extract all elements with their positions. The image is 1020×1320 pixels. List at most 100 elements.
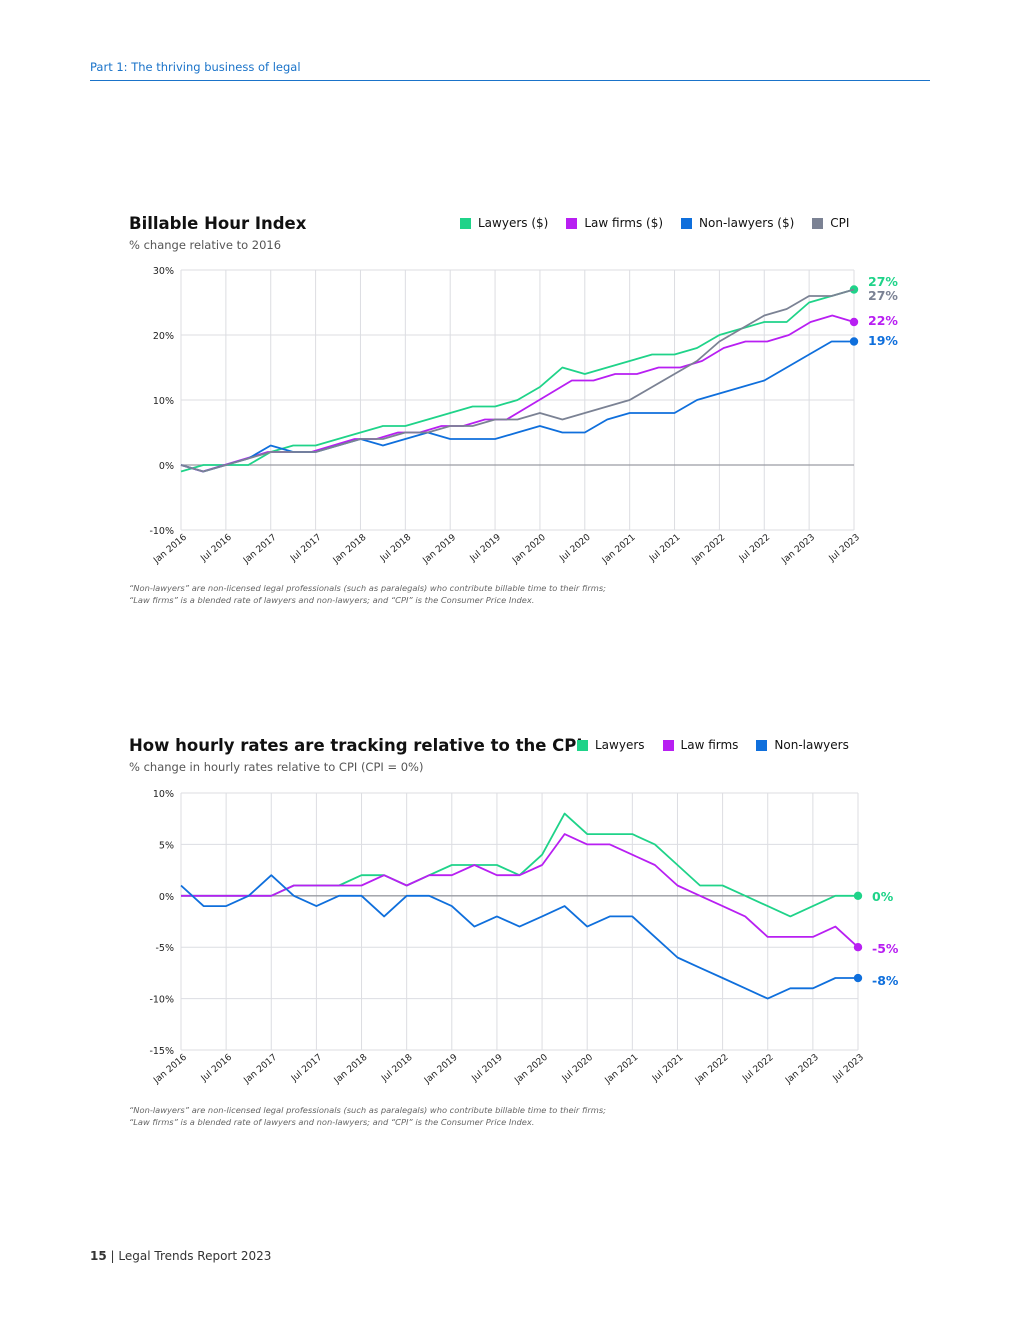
y-tick-label: 10% [153,789,174,800]
x-tick-label: Jul 2018 [378,532,413,564]
end-point-marker [849,337,859,346]
chart-title: Billable Hour Index [129,214,307,233]
series-line [181,833,859,948]
x-tick-label: Jan 2021 [600,533,638,567]
page-number: 15 [90,1249,107,1263]
x-tick-label: Jul 2022 [740,1053,775,1085]
legend-swatch [566,217,578,229]
x-tick-label: Jan 2020 [510,532,548,566]
x-tick-label: Jan 2021 [603,1053,641,1087]
y-tick-label: 0% [159,461,174,472]
x-tick-label: Jul 2020 [557,532,592,564]
legend-item: Law firms ($) [566,216,663,230]
series-line [180,874,858,1000]
x-tick-label: Jan 2017 [242,1053,280,1087]
section-header: Part 1: The thriving business of legal [90,60,930,81]
legend-label: Lawyers ($) [478,216,549,230]
y-tick-label: 20% [153,331,174,342]
x-tick-label: Jul 2022 [737,533,772,565]
end-value-label: -8% [872,973,899,988]
x-tick-label: Jan 2016 [151,532,189,566]
legend-label: Law firms ($) [584,216,664,230]
y-tick-label: -5% [156,943,175,954]
y-tick-label: 30% [153,266,174,277]
legend-label: Law firms [680,738,739,752]
x-tick-label: Jan 2017 [241,533,279,567]
legend-swatch [460,217,471,229]
end-value-label: 27% [868,288,898,303]
y-tick-label: -10% [149,995,174,1006]
end-value-label: 0% [872,889,894,904]
x-tick-label: Jul 2017 [288,533,323,565]
y-tick-label: -15% [149,1046,174,1057]
footnote-line: “Law firms” is a blended rate of lawyers… [129,595,535,605]
x-tick-label: Jul 2019 [468,532,503,564]
footnote-line: “Law firms” is a blended rate of lawyers… [129,1117,535,1127]
chart-subtitle: % change in hourly rates relative to CPI… [129,760,424,774]
chart-subtitle: % change relative to 2016 [129,238,282,252]
x-tick-label: Jul 2016 [199,1052,234,1084]
end-value-label: 27% [868,274,898,289]
legend-item: Non-lawyers [756,738,849,752]
chart-footnote: “Non-lawyers” are non-licensed legal pro… [129,582,606,606]
x-tick-label: Jan 2020 [512,1052,550,1086]
hourly-rates-vs-cpi-chart: -15%-10%-5%0%5%10%Jan 2016 Jul 2016 Jan 20… [149,789,899,1087]
footnote-line: “Non-lawyers” are non-licensed legal pro… [129,583,606,593]
legend-label: Non-lawyers ($) [699,216,795,230]
x-tick-label: Jul 2016 [199,532,234,564]
x-tick-label: Jul 2023 [831,1053,866,1085]
report-name: Legal Trends Report 2023 [118,1249,272,1263]
x-tick-label: Jul 2019 [470,1052,505,1084]
page-footer: 15 | Legal Trends Report 2023 [90,1249,271,1263]
x-tick-label: Jan 2022 [693,1053,731,1087]
end-value-label: -5% [872,941,899,956]
x-tick-label: Jul 2018 [379,1052,414,1084]
billable-hour-index-chart: -10% 0% 10% 20% 30% Jan 2016 Jul 2016 Jan 2017 J… [149,266,898,567]
x-tick-label: Jan 2023 [780,533,818,567]
chart-legend: Lawyers Law firms Non-lawyers [577,738,849,752]
legend-swatch [756,739,768,751]
x-tick-label: Jul 2017 [289,1053,324,1085]
legend-item: CPI [812,216,849,230]
y-tick-label: 0% [159,892,174,903]
x-tick-label: Jan 2019 [421,532,459,566]
legend-swatch [577,739,588,751]
legend-item: Lawyers [577,738,645,752]
legend-label: Non-lawyers [774,738,849,752]
legend-swatch [681,217,693,229]
series-line [180,288,855,473]
legend-item: Non-lawyers ($) [681,216,794,230]
footnote-line: “Non-lawyers” are non-licensed legal pro… [129,1105,606,1115]
x-tick-label: Jul 2023 [827,533,862,565]
x-tick-label: Jul 2021 [650,1053,685,1085]
legend-item: Lawyers ($) [460,216,548,230]
end-value-label: 22% [868,313,898,328]
chart-title: How hourly rates are tracking relative t… [129,736,583,755]
x-tick-label: Jan 2019 [422,1052,460,1086]
end-value-label: 19% [868,333,898,348]
end-point-marker [853,891,863,900]
y-tick-label: 10% [153,396,174,407]
x-tick-label: Jul 2021 [647,533,682,565]
series-line [180,288,855,473]
x-tick-label: Jul 2020 [560,1052,595,1084]
chart-legend: Lawyers ($) Law firms ($) Non-lawyers ($) C… [460,216,849,230]
x-tick-label: Jan 2023 [783,1053,821,1087]
x-tick-label: Jan 2018 [331,532,369,566]
legend-label: CPI [830,216,850,230]
chart-footnote: “Non-lawyers” are non-licensed legal pro… [129,1104,606,1128]
x-tick-label: Jan 2022 [690,533,728,567]
end-point-marker [853,973,863,983]
legend-item: Law firms [662,738,739,752]
x-tick-label: Jan 2018 [332,1052,370,1086]
x-tick-label: Jan 2016 [151,1052,189,1086]
y-tick-label: 5% [159,840,174,851]
legend-swatch [812,217,824,229]
y-tick-label: -10% [149,526,174,537]
legend-swatch [662,739,674,751]
end-point-marker [849,317,859,327]
end-point-marker [853,943,863,952]
series-line [181,812,858,918]
legend-label: Lawyers [595,738,645,752]
footer-separator: | [110,1249,115,1263]
